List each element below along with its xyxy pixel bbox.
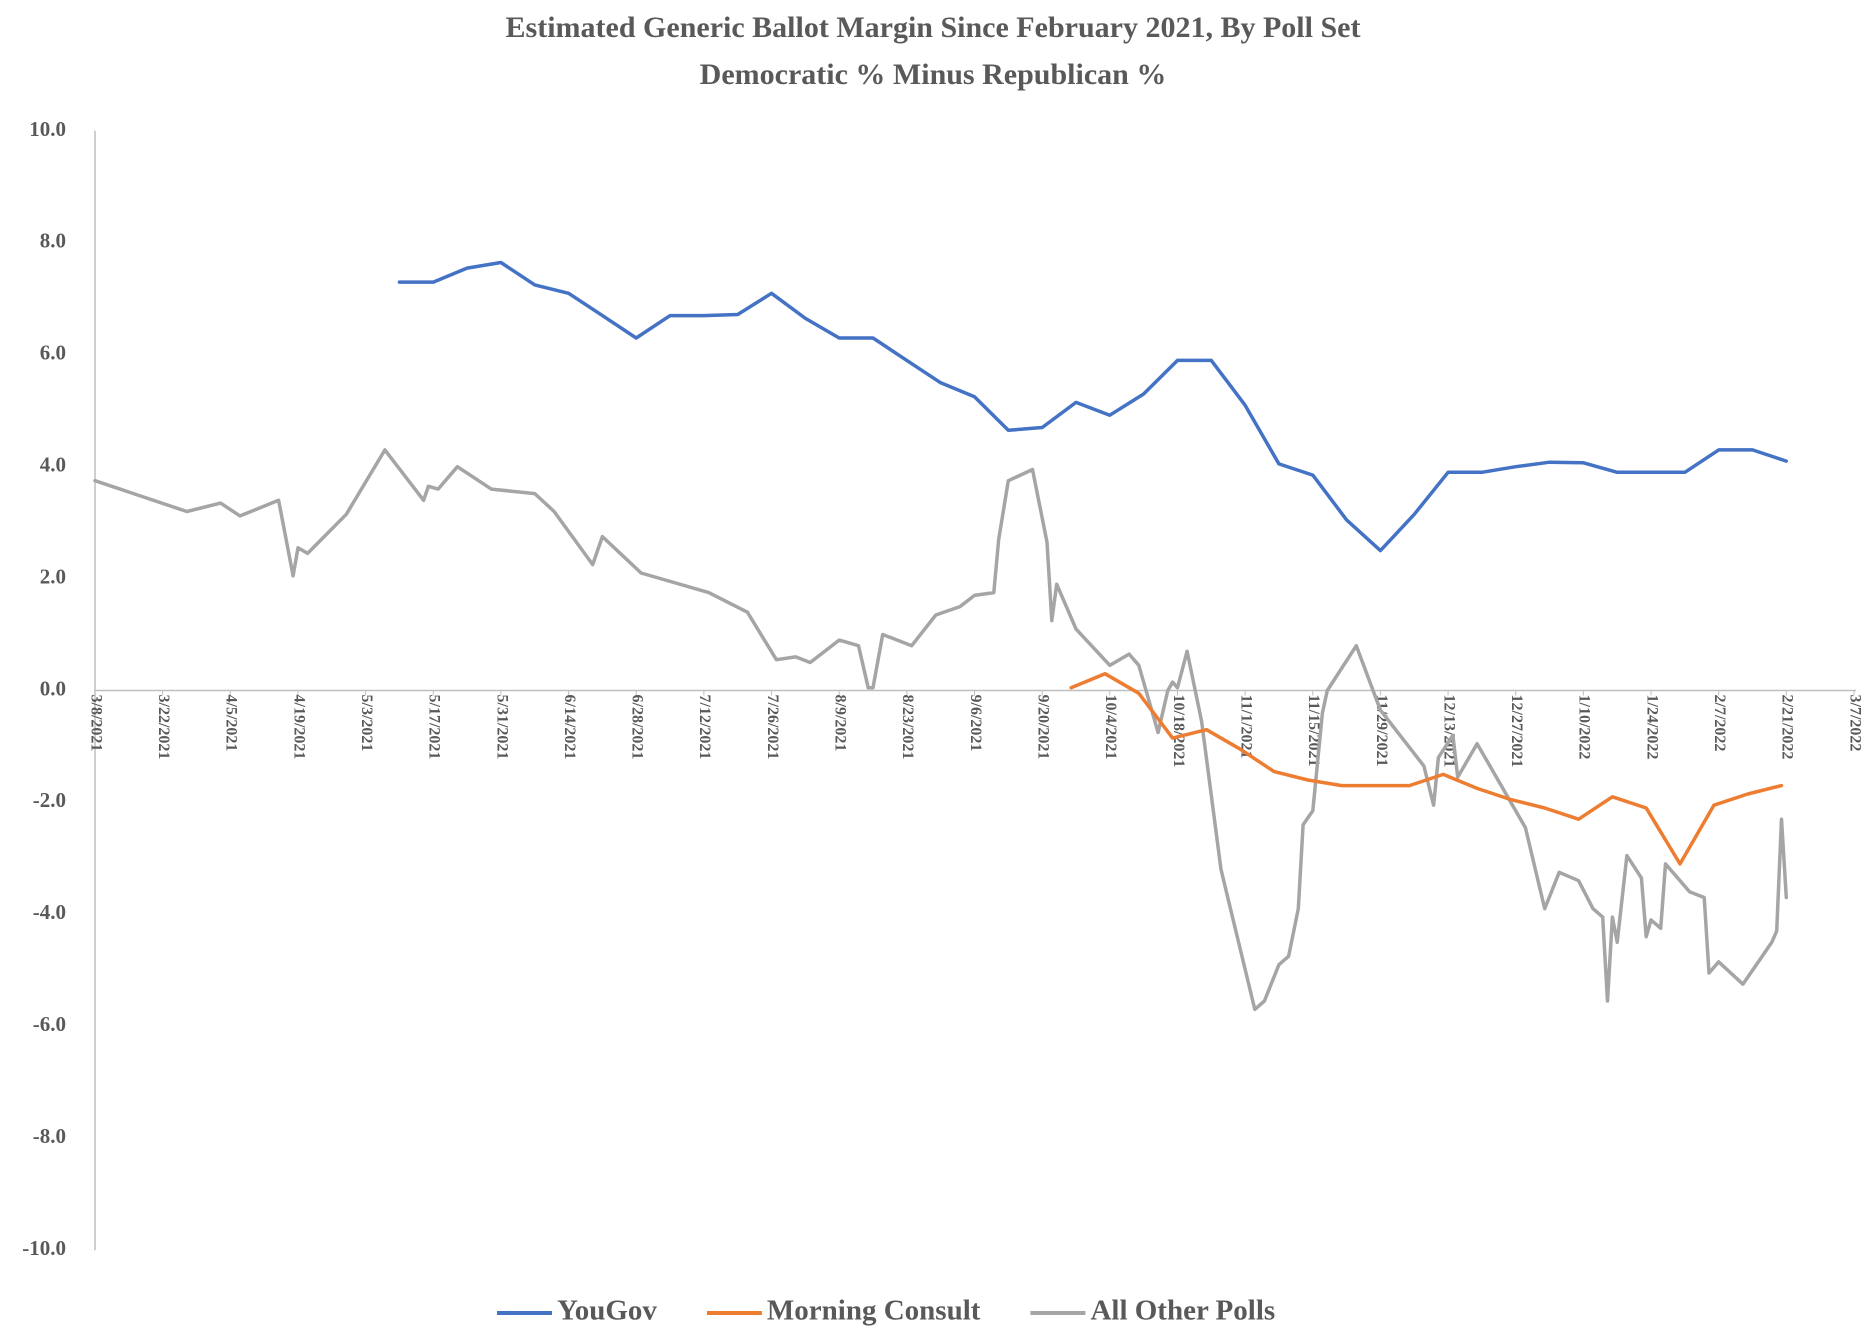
x-tick-label: 12/27/2021 bbox=[1508, 695, 1525, 768]
x-tick-label: 9/20/2021 bbox=[1034, 695, 1051, 760]
x-tick-label: 10/18/2021 bbox=[1170, 695, 1187, 768]
x-tick-label: 8/23/2021 bbox=[899, 695, 916, 760]
x-tick-label: 3/8/2021 bbox=[87, 695, 104, 752]
x-tick-label: 6/28/2021 bbox=[629, 695, 646, 760]
x-tick-label: 5/31/2021 bbox=[493, 695, 510, 760]
y-tick-label: -6.0 bbox=[33, 1012, 66, 1036]
x-tick-label: 4/19/2021 bbox=[290, 695, 307, 760]
x-tick-label: 9/6/2021 bbox=[967, 695, 984, 752]
legend-label: All Other Polls bbox=[1090, 1295, 1275, 1327]
series-line bbox=[93, 448, 1789, 1012]
y-tick-label: 6.0 bbox=[40, 341, 66, 365]
x-tick-label: 5/17/2021 bbox=[426, 695, 443, 760]
x-tick-label: 2/21/2022 bbox=[1779, 695, 1796, 760]
chart-subtitle: Democratic % Minus Republican % bbox=[700, 58, 1167, 91]
y-tick-label: 4.0 bbox=[40, 453, 66, 477]
legend-label: YouGov bbox=[557, 1295, 657, 1327]
x-tick-label: 2/7/2022 bbox=[1711, 695, 1728, 752]
y-tick-label: 0.0 bbox=[40, 676, 66, 700]
series-line bbox=[1069, 671, 1784, 866]
x-tick-label: 7/12/2021 bbox=[696, 695, 713, 760]
x-tick-label: 4/5/2021 bbox=[223, 695, 240, 752]
chart-title: Estimated Generic Ballot Margin Since Fe… bbox=[506, 11, 1361, 44]
y-tick-label: -8.0 bbox=[33, 1124, 66, 1148]
legend-label: Morning Consult bbox=[767, 1295, 981, 1327]
y-tick-label: 10.0 bbox=[29, 117, 66, 141]
x-tick-label: 3/7/2022 bbox=[1846, 695, 1863, 752]
y-tick-label: 2.0 bbox=[40, 564, 66, 588]
x-tick-label: 3/22/2021 bbox=[155, 695, 172, 760]
x-tick-label: 8/9/2021 bbox=[832, 695, 849, 752]
x-tick-label: 7/26/2021 bbox=[764, 695, 781, 760]
x-tick-label: 11/1/2021 bbox=[1237, 695, 1254, 759]
y-tick-label: -4.0 bbox=[33, 900, 66, 924]
y-tick-label: -2.0 bbox=[33, 788, 66, 812]
x-tick-label: 5/3/2021 bbox=[358, 695, 375, 752]
x-tick-label: 1/10/2022 bbox=[1576, 695, 1593, 760]
y-tick-label: 8.0 bbox=[40, 229, 66, 253]
series-line bbox=[397, 260, 1789, 553]
y-tick-label: -10.0 bbox=[22, 1236, 66, 1260]
x-tick-label: 10/4/2021 bbox=[1102, 695, 1119, 760]
x-tick-label: 1/24/2022 bbox=[1643, 695, 1660, 760]
x-tick-label: 6/14/2021 bbox=[561, 695, 578, 760]
x-tick-label: 11/29/2021 bbox=[1373, 695, 1390, 767]
